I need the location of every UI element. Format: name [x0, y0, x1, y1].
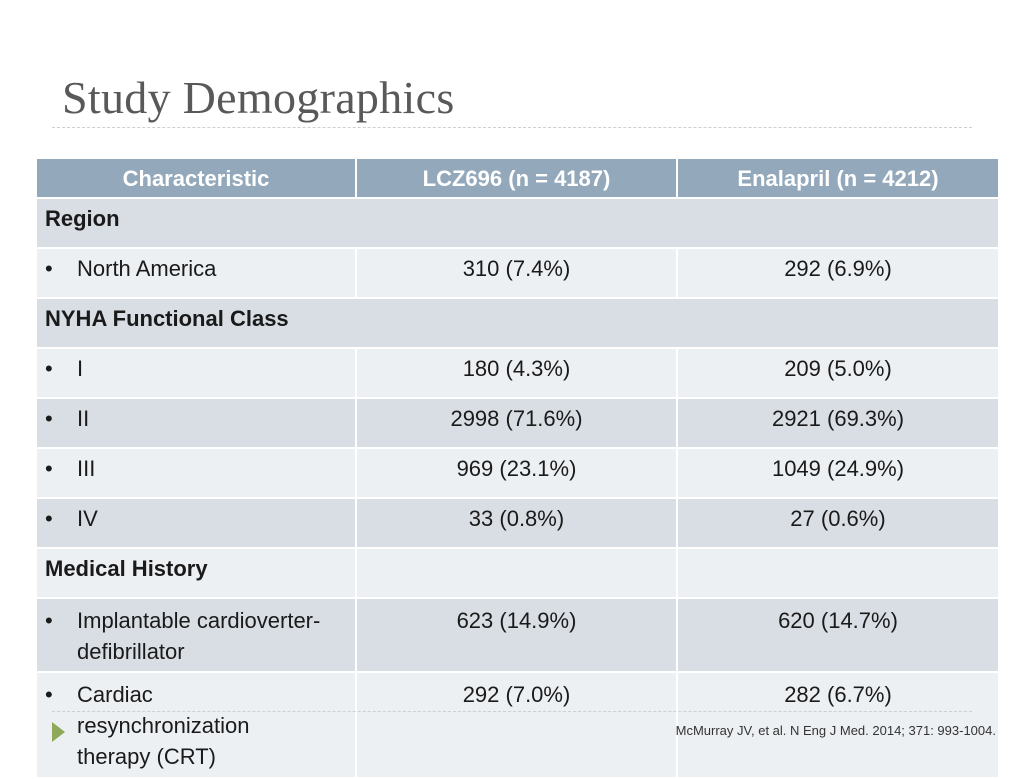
enalapril-value: 2921 (69.3%)	[676, 397, 1000, 449]
title-divider	[52, 127, 972, 128]
row-label: Cardiac resynchronization therapy (CRT)	[77, 682, 250, 769]
row-label-cell: • Implantable cardioverter-defibrillator	[35, 597, 357, 673]
lcz696-value: 292 (7.0%)	[355, 671, 678, 779]
footer-divider	[52, 711, 972, 712]
table-row: • III 969 (23.1%) 1049 (24.9%)	[35, 447, 1000, 499]
section-row-medical-history: Medical History	[35, 547, 1000, 599]
row-label: I	[77, 356, 84, 381]
enalapril-value: 27 (0.6%)	[676, 497, 1000, 549]
row-label-cell: • IV	[35, 497, 357, 549]
column-header-lcz696: LCZ696 (n = 4187)	[355, 157, 678, 199]
lcz696-value: 33 (0.8%)	[355, 497, 678, 549]
lcz696-value: 969 (23.1%)	[355, 447, 678, 499]
bullet-icon: •	[45, 256, 53, 281]
bullet-icon: •	[45, 682, 53, 707]
row-label-cell: • North America	[35, 247, 357, 299]
empty-cell	[355, 547, 678, 599]
section-label: NYHA Functional Class	[35, 297, 1000, 349]
row-label: III	[77, 456, 96, 481]
table-header-row: Characteristic LCZ696 (n = 4187) Enalapr…	[35, 157, 1000, 199]
lcz696-value: 2998 (71.6%)	[355, 397, 678, 449]
section-label: Region	[35, 197, 1000, 249]
section-row-nyha: NYHA Functional Class	[35, 297, 1000, 349]
lcz696-value: 310 (7.4%)	[355, 247, 678, 299]
bullet-icon: •	[45, 356, 53, 381]
lcz696-value: 180 (4.3%)	[355, 347, 678, 399]
table-row: • I 180 (4.3%) 209 (5.0%)	[35, 347, 1000, 399]
row-label: II	[77, 406, 90, 431]
row-label-cell: • II	[35, 397, 357, 449]
enalapril-value: 209 (5.0%)	[676, 347, 1000, 399]
empty-cell	[676, 547, 1000, 599]
section-row-region: Region	[35, 197, 1000, 249]
row-label: North America	[77, 256, 217, 281]
enalapril-value: 620 (14.7%)	[676, 597, 1000, 673]
table-row: • IV 33 (0.8%) 27 (0.6%)	[35, 497, 1000, 549]
page-title: Study Demographics	[62, 72, 455, 123]
play-arrow-icon	[52, 722, 65, 742]
bullet-icon: •	[45, 608, 53, 633]
table-row: • II 2998 (71.6%) 2921 (69.3%)	[35, 397, 1000, 449]
table-row: • Cardiac resynchronization therapy (CRT…	[35, 671, 1000, 779]
table-row: • Implantable cardioverter-defibrillator…	[35, 597, 1000, 673]
bullet-icon: •	[45, 406, 53, 431]
row-label: IV	[77, 506, 98, 531]
enalapril-value: 1049 (24.9%)	[676, 447, 1000, 499]
bullet-icon: •	[45, 506, 53, 531]
row-label: Implantable cardioverter-defibrillator	[77, 608, 321, 664]
row-label-cell: • I	[35, 347, 357, 399]
citation: McMurray JV, et al. N Eng J Med. 2014; 3…	[675, 723, 996, 738]
column-header-characteristic: Characteristic	[35, 157, 357, 199]
table-row: • North America 310 (7.4%) 292 (6.9%)	[35, 247, 1000, 299]
bullet-icon: •	[45, 456, 53, 481]
enalapril-value: 292 (6.9%)	[676, 247, 1000, 299]
row-label-cell: • III	[35, 447, 357, 499]
column-header-enalapril: Enalapril (n = 4212)	[676, 157, 1000, 199]
demographics-table: Characteristic LCZ696 (n = 4187) Enalapr…	[35, 157, 1000, 779]
row-label-cell: • Cardiac resynchronization therapy (CRT…	[35, 671, 357, 779]
enalapril-value: 282 (6.7%)	[676, 671, 1000, 779]
section-label: Medical History	[35, 547, 357, 599]
lcz696-value: 623 (14.9%)	[355, 597, 678, 673]
